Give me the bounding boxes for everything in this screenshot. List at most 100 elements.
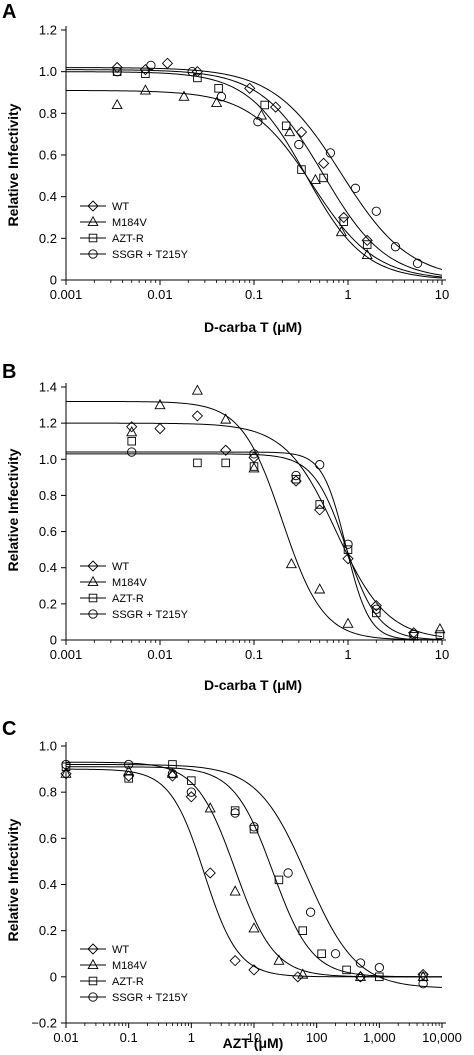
fit-curve-square xyxy=(65,71,443,279)
legend-label: M184V xyxy=(112,960,148,972)
x-tick-label: 1 xyxy=(344,287,351,302)
data-point-circle xyxy=(124,759,134,770)
data-point-square xyxy=(274,875,284,885)
data-point-circle xyxy=(61,759,71,770)
data-point-square xyxy=(214,84,223,93)
legend-diamond-icon xyxy=(87,200,99,212)
y-tick-label: 1.2 xyxy=(39,416,57,431)
data-point-square xyxy=(298,926,308,935)
legend-triangle-icon xyxy=(87,958,99,970)
data-point-triangle xyxy=(335,225,347,237)
data-point-square xyxy=(291,474,301,484)
data-point-triangle xyxy=(111,98,123,110)
data-point-square xyxy=(362,240,372,249)
data-point-square xyxy=(319,173,328,183)
y-tick-label: 0.6 xyxy=(39,524,57,539)
y-tick-label: 0.2 xyxy=(39,923,57,938)
legend-label: SSGR + T215Y xyxy=(112,249,189,261)
legend-label: SSGR + T215Y xyxy=(112,992,189,1004)
data-point-square xyxy=(193,458,202,468)
data-point-diamond xyxy=(139,63,152,76)
data-point-circle xyxy=(253,117,263,127)
fit-curve-triangle xyxy=(65,89,443,278)
y-tick-label: 1.0 xyxy=(39,64,57,79)
y-axis-label: Relative Infectivity xyxy=(5,448,21,571)
data-point-square xyxy=(281,121,291,131)
data-point-square xyxy=(124,774,133,783)
data-point-diamond xyxy=(354,971,367,983)
data-point-square xyxy=(141,69,150,78)
panel-c: C Relative Infectivity AZT (μM) 0.01 0.1 1… xyxy=(2,718,462,1051)
data-point-circle xyxy=(371,206,381,216)
data-point-diamond xyxy=(342,553,354,565)
y-tick-label: 1.2 xyxy=(39,23,57,38)
x-tick-label: 0.1 xyxy=(245,287,263,302)
data-point-circle xyxy=(230,808,240,818)
data-point-circle xyxy=(305,907,316,917)
x-tick-label: 10 xyxy=(435,647,449,662)
data-point-square xyxy=(317,949,326,959)
data-point-square xyxy=(339,217,348,226)
data-point-triangle xyxy=(166,767,179,778)
plot-area: 0.001 0.01 0.1 1 10 0 0.2 0.4 0.6 0.8 1.0 1.2 1.4 WT M… xyxy=(39,380,449,663)
legend-label: M184V xyxy=(112,577,148,589)
data-point-triangle xyxy=(309,173,321,185)
data-point-triangle xyxy=(434,623,446,634)
x-tick-label: 0.001 xyxy=(50,287,83,302)
legend-square-icon xyxy=(88,593,98,603)
x-tick-label: 0.01 xyxy=(53,1030,78,1045)
data-point-square xyxy=(193,73,202,83)
data-point-triangle xyxy=(178,90,190,101)
x-axis-label: AZT (μM) xyxy=(223,1035,284,1051)
data-point-diamond xyxy=(204,867,216,879)
data-point-square xyxy=(230,806,240,815)
y-tick-label: 0.2 xyxy=(39,596,57,611)
data-point-triangle xyxy=(204,802,216,813)
fit-curve-diamond xyxy=(65,69,443,276)
fit-curve-square xyxy=(66,453,443,640)
x-tick-label: 10,000 xyxy=(422,1030,462,1045)
x-tick-label: 1 xyxy=(188,1030,195,1045)
data-point-diamond xyxy=(248,964,260,976)
data-point-circle xyxy=(350,183,361,193)
data-point-square xyxy=(168,760,177,769)
x-tick-label: 0.01 xyxy=(147,287,172,302)
data-point-triangle xyxy=(191,384,203,395)
panel-label: B xyxy=(2,361,16,383)
y-tick-label: 0.6 xyxy=(39,148,57,163)
legend-triangle-icon xyxy=(87,215,99,227)
legend-triangle-icon xyxy=(87,575,99,587)
data-point-triangle xyxy=(229,885,241,896)
data-point-triangle xyxy=(354,970,367,981)
data-point-triangle xyxy=(361,248,373,260)
data-point-circle xyxy=(355,958,366,968)
data-point-square xyxy=(221,458,230,468)
data-point-square xyxy=(418,972,428,982)
data-point-diamond xyxy=(191,66,204,78)
plot-area: 0.001 0.01 0.1 1 10 0 0.2 0.4 0.6 0.8 1.0 1.2 WT M184… xyxy=(39,23,449,303)
legend-label: SSGR + T215Y xyxy=(112,609,189,621)
data-point-circle xyxy=(371,604,381,614)
data-point-diamond xyxy=(229,955,241,967)
data-point-triangle xyxy=(285,557,297,569)
y-tick-label: −0.2 xyxy=(31,1016,57,1031)
legend-circle-icon xyxy=(88,609,98,619)
data-point-circle xyxy=(315,460,325,470)
x-tick-label: 10 xyxy=(247,1030,261,1045)
legend-diamond-icon xyxy=(87,560,99,572)
data-point-square xyxy=(249,462,259,471)
data-point-triangle xyxy=(248,922,260,933)
plot-area: 0.01 0.1 1 10 100 1,000 10,000 −0.2 0 0.2 0.4 0.6 0.… xyxy=(31,739,462,1046)
data-point-triangle xyxy=(60,767,72,778)
y-axis-label: Relative Infectivity xyxy=(5,818,21,941)
legend-square-icon xyxy=(88,233,98,243)
data-point-square xyxy=(249,824,259,834)
data-point-diamond xyxy=(295,126,308,138)
x-tick-label: 0.1 xyxy=(245,647,263,662)
data-point-circle xyxy=(374,962,384,973)
x-tick-label: 0.1 xyxy=(120,1030,138,1045)
fit-curve-triangle xyxy=(66,400,443,641)
panel-label: C xyxy=(2,718,16,740)
fit-curve-circle xyxy=(65,67,443,270)
